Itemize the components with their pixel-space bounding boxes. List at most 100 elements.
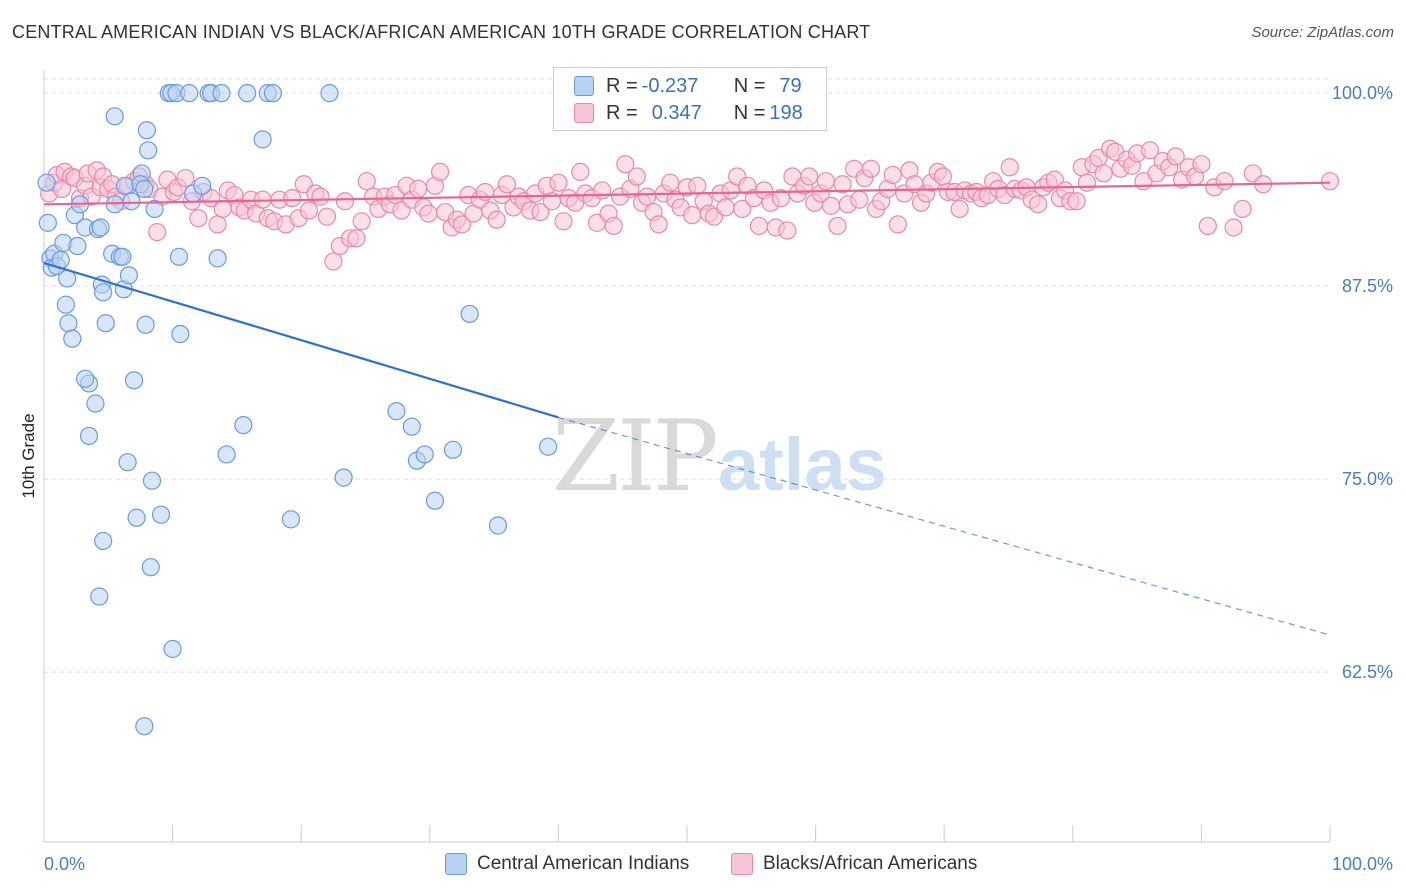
point-black-african-american xyxy=(1094,164,1113,183)
point-central-american-indian xyxy=(136,315,155,334)
point-black-african-american xyxy=(593,181,612,200)
point-central-american-indian xyxy=(118,453,137,472)
point-black-african-american xyxy=(1028,195,1048,214)
chart-source: Source: ZipAtlas.com xyxy=(1251,24,1394,41)
point-black-african-american xyxy=(950,199,969,219)
point-central-american-indian xyxy=(208,249,227,268)
point-central-american-indian xyxy=(387,402,406,421)
point-central-american-indian xyxy=(460,304,479,324)
y-axis-title: 10th Grade xyxy=(19,413,38,498)
point-black-african-american xyxy=(733,199,752,219)
point-black-african-american xyxy=(347,229,366,248)
bottom-legend-central-american: Central American Indians xyxy=(445,851,689,877)
bottom-legend-black-african-american: Blacks/African Americans xyxy=(731,851,977,877)
legend-swatch-pink xyxy=(574,103,594,123)
watermark-atlas: atlas xyxy=(718,423,887,506)
point-black-african-american xyxy=(1067,192,1086,211)
point-black-african-american xyxy=(816,172,835,191)
point-black-african-american xyxy=(850,190,869,209)
point-black-african-american xyxy=(283,189,302,208)
point-black-african-american xyxy=(419,204,438,223)
point-central-american-indian xyxy=(68,236,87,256)
watermark-zip: ZIP xyxy=(552,400,719,514)
point-black-african-american xyxy=(828,216,847,236)
point-black-african-american xyxy=(1140,141,1160,160)
legend-r-label: R = xyxy=(606,101,638,124)
point-central-american-indian xyxy=(86,394,105,413)
point-central-american-indian xyxy=(79,426,99,446)
point-central-american-indian xyxy=(115,176,135,195)
bottom-legend-swatch-pink xyxy=(731,853,753,875)
point-black-african-american xyxy=(311,187,330,206)
point-black-african-american xyxy=(148,223,167,242)
point-central-american-indian xyxy=(122,192,141,211)
point-central-american-indian xyxy=(263,84,283,103)
point-black-african-american xyxy=(649,215,668,234)
point-black-african-american xyxy=(1320,172,1340,191)
legend-row-central-american: R = -0.237 N = 79 xyxy=(574,73,802,99)
point-central-american-indian xyxy=(137,121,156,140)
point-central-american-indian xyxy=(142,471,162,490)
point-central-american-indian xyxy=(539,437,558,456)
point-black-african-american xyxy=(409,179,428,198)
point-central-american-indian xyxy=(171,324,190,344)
point-central-american-indian xyxy=(169,247,189,266)
point-central-american-indian xyxy=(127,508,146,527)
point-black-african-american xyxy=(1077,173,1097,192)
point-black-african-american xyxy=(335,192,355,211)
correlation-legend: R = -0.237 N = 79 R = 0.347 N = 198 xyxy=(553,67,827,131)
legend-swatch-blue xyxy=(574,76,594,96)
point-central-american-indian xyxy=(90,587,109,606)
point-black-african-american xyxy=(189,209,208,228)
point-central-american-indian xyxy=(488,516,508,535)
y-tick-label: 87.5% xyxy=(1342,276,1393,296)
point-central-american-indian xyxy=(119,266,138,285)
bottom-legend-label: Central American Indians xyxy=(477,853,690,874)
point-black-african-american xyxy=(604,216,623,236)
point-black-african-american xyxy=(554,212,573,231)
point-central-american-indian xyxy=(63,329,82,348)
legend-n-value: 198 xyxy=(769,101,803,124)
point-black-african-american xyxy=(638,187,657,206)
bottom-legend-swatch-blue xyxy=(445,853,467,875)
point-black-african-american xyxy=(176,168,195,188)
point-black-african-american xyxy=(749,216,769,236)
point-black-african-american xyxy=(1224,218,1243,237)
point-central-american-indian xyxy=(402,417,421,436)
point-central-american-indian xyxy=(415,445,434,464)
point-black-african-american xyxy=(208,215,227,234)
point-central-american-indian xyxy=(253,130,272,149)
point-black-african-american xyxy=(324,252,343,271)
point-central-american-indian xyxy=(91,218,110,237)
point-black-african-american xyxy=(213,199,232,219)
point-central-american-indian xyxy=(238,84,257,103)
point-central-american-indian xyxy=(59,314,78,333)
point-central-american-indian xyxy=(139,141,158,160)
trend-line-central-american-indian xyxy=(43,261,559,419)
point-black-african-american xyxy=(688,176,707,195)
point-black-african-american xyxy=(883,165,902,185)
point-central-american-indian xyxy=(76,369,95,388)
point-central-american-indian xyxy=(217,445,236,464)
point-central-american-indian xyxy=(113,247,132,266)
point-black-african-american xyxy=(497,175,517,194)
point-black-african-american xyxy=(487,210,506,229)
legend-r-value: 0.347 xyxy=(651,101,702,124)
point-black-african-american xyxy=(933,167,953,186)
trend-lines xyxy=(43,181,1331,636)
point-central-american-indian xyxy=(38,213,57,232)
point-black-african-american xyxy=(1233,199,1252,219)
point-central-american-indian xyxy=(334,468,353,487)
point-central-american-indian xyxy=(94,283,113,302)
point-central-american-indian xyxy=(180,84,199,103)
point-central-american-indian xyxy=(135,179,154,198)
bottom-legend-label: Blacks/African Americans xyxy=(763,853,978,874)
point-black-african-american xyxy=(1198,216,1217,236)
point-black-african-american xyxy=(357,172,376,191)
point-black-african-american xyxy=(1215,172,1234,191)
point-black-african-american xyxy=(778,221,797,240)
point-central-american-indian xyxy=(425,491,445,510)
point-black-african-american xyxy=(821,196,841,215)
point-black-african-american xyxy=(531,202,550,222)
point-central-american-indian xyxy=(94,531,113,551)
